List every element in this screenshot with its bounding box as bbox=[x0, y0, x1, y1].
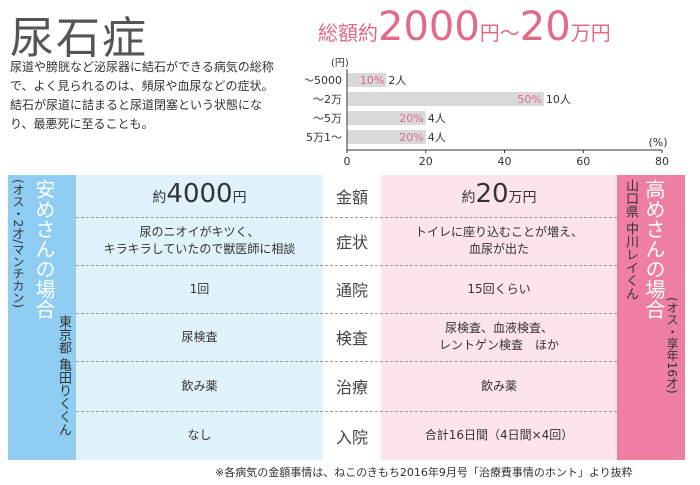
source-footnote: ※各病気の金額事情は、ねこのきもち2016年9月号「治療費事情のホント」より抜粋 bbox=[215, 466, 633, 479]
x-tick-label: 40 bbox=[498, 155, 512, 168]
bar-value-label: 20% bbox=[399, 112, 423, 125]
hospitalization-right: 合計16日間（4日間×4回） bbox=[424, 428, 574, 442]
symptom-left: 尿のニオイがキツく、 キラキラしていたので獣医師に相談 bbox=[103, 225, 296, 256]
category-label: 〜2万 bbox=[313, 93, 342, 106]
right-case-band bbox=[617, 175, 685, 460]
bar-value-label: 20% bbox=[399, 131, 423, 144]
bar bbox=[347, 111, 426, 125]
bar-count-label: 4人 bbox=[428, 131, 446, 144]
x-tick-label: 80 bbox=[655, 155, 669, 168]
bar bbox=[347, 92, 544, 106]
table-row: 尿のニオイがキツく、 キラキラしていたので獣医師に相談 症状 トイレに座り込むこ… bbox=[76, 217, 617, 265]
row-divider bbox=[76, 313, 617, 314]
row-label: 症状 bbox=[335, 233, 368, 252]
value-unit-label: (%) bbox=[648, 136, 667, 149]
table-row: なし 入院 合計16日間（4日間×4回） bbox=[76, 411, 617, 460]
row-divider bbox=[76, 411, 617, 412]
label-column bbox=[323, 175, 381, 460]
row-label: 検査 bbox=[335, 329, 368, 348]
row-divider bbox=[76, 265, 617, 266]
total-amount-low: 2000 bbox=[378, 4, 480, 50]
amount-left-prefix: 約 bbox=[152, 189, 167, 206]
treatment-right: 飲み薬 bbox=[480, 378, 517, 393]
treatment-left: 飲み薬 bbox=[181, 378, 218, 393]
total-prefix: 総額約 bbox=[318, 21, 378, 45]
left-case-column bbox=[76, 175, 323, 460]
left-case-location: 東京都 亀田りくくん bbox=[56, 315, 71, 437]
hospitalization-left: なし bbox=[187, 428, 212, 442]
left-case-title: 安めさんの場合 bbox=[32, 179, 56, 319]
amount-left-value: 4000 bbox=[166, 178, 233, 209]
bar bbox=[347, 73, 387, 87]
left-case-band bbox=[8, 175, 76, 460]
table-row: 約4000円 金額 約20万円 bbox=[76, 175, 617, 217]
amount-right-unit: 万円 bbox=[508, 189, 537, 206]
right-case-title: 高めさんの場合 bbox=[642, 179, 666, 319]
tests-left: 尿検査 bbox=[181, 329, 218, 344]
total-unit-high: 万円 bbox=[570, 21, 611, 45]
total-unit-low: 円 bbox=[479, 21, 500, 45]
category-unit-label: (円) bbox=[331, 58, 349, 69]
amount-right: 約20万円 bbox=[381, 181, 617, 207]
total-amount-high: 20 bbox=[519, 4, 571, 50]
category-label: 5万1〜 bbox=[306, 131, 342, 144]
x-tick-label: 60 bbox=[576, 155, 590, 168]
symptom-right: トイレに座り込むことが増え、 血尿が出た bbox=[414, 225, 583, 256]
total-tilde: 〜 bbox=[499, 21, 520, 45]
row-label: 治療 bbox=[335, 378, 368, 397]
visits-left: 1回 bbox=[189, 281, 210, 296]
bar-count-label: 10人 bbox=[546, 93, 571, 106]
page-title: 尿石症 bbox=[10, 13, 148, 64]
row-label: 金額 bbox=[335, 188, 368, 207]
row-divider bbox=[76, 217, 617, 218]
cost-distribution-chart: (円) 〜5000 10% 2人〜2万 50% 10人〜5万 20% 4人 5万1〜 20% 4人 0… bbox=[305, 58, 669, 168]
comparison-table: (オス・2才/マンチカン) 安めさんの場合 東京都 亀田りくくん 山口県 中川レ… bbox=[0, 175, 700, 460]
bar bbox=[347, 130, 426, 144]
amount-left: 約4000円 bbox=[76, 181, 323, 207]
x-tick-label: 0 bbox=[344, 155, 351, 168]
right-case-column bbox=[381, 175, 617, 460]
x-tick-label: 20 bbox=[419, 155, 433, 168]
description: 尿道や膀胱など泌尿器に結石ができる病気の総称で、よく見られるのは、頻尿や血尿など… bbox=[10, 60, 274, 131]
right-case-profile: (オス・享年16才) bbox=[665, 297, 679, 394]
row-divider bbox=[76, 361, 617, 362]
visits-right: 15回くらい bbox=[467, 281, 531, 296]
total-cost: 総額約2000円〜20万円 bbox=[318, 4, 611, 50]
row-label: 通院 bbox=[335, 281, 368, 300]
tests-right: 尿検査、血液検査、 レントゲン検査 ほか bbox=[438, 321, 559, 352]
bar-value-label: 50% bbox=[517, 93, 541, 106]
amount-left-unit: 円 bbox=[232, 189, 247, 206]
left-case-profile: (オス・2才/マンチカン) bbox=[11, 179, 25, 309]
right-case-location: 山口県 中川レイくん bbox=[623, 179, 638, 301]
bar-count-label: 2人 bbox=[388, 74, 406, 87]
category-label: 〜5000 bbox=[305, 74, 342, 87]
amount-right-value: 20 bbox=[475, 178, 509, 209]
category-label: 〜5万 bbox=[313, 112, 342, 125]
bar-count-label: 4人 bbox=[428, 112, 446, 125]
table-row: 尿検査 検査 尿検査、血液検査、 レントゲン検査 ほか bbox=[76, 313, 617, 361]
amount-right-prefix: 約 bbox=[461, 189, 476, 206]
bar-value-label: 10% bbox=[360, 74, 384, 87]
table-row: 飲み薬 治療 飲み薬 bbox=[76, 361, 617, 411]
row-label: 入院 bbox=[335, 427, 368, 447]
table-row: 1回 通院 15回くらい bbox=[76, 265, 617, 313]
